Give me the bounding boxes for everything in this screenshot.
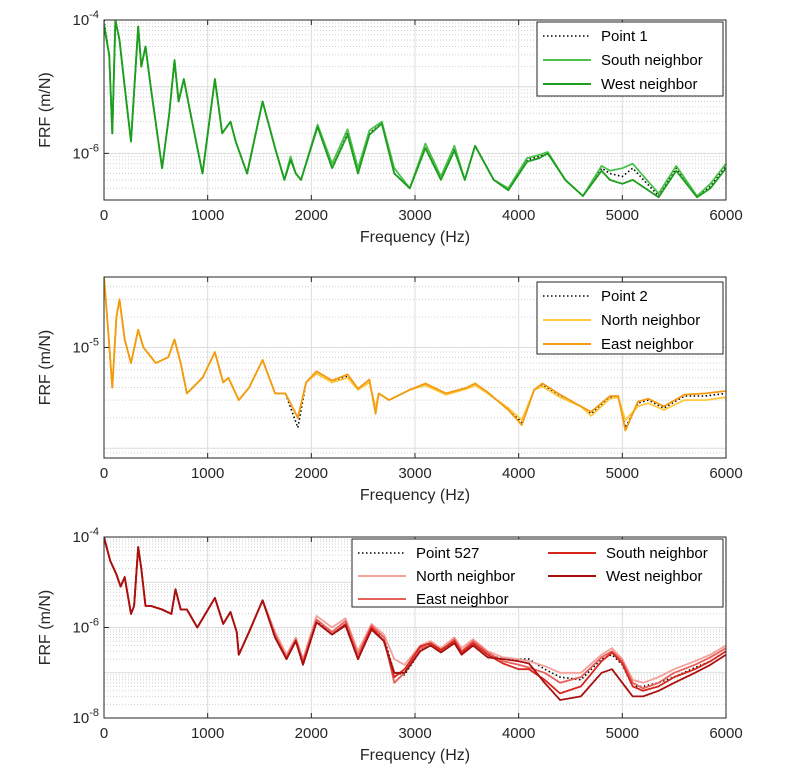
x-tick-label: 0	[100, 465, 108, 482]
y-axis: 10-5	[73, 336, 109, 356]
y-tick-label: 10-8	[73, 707, 99, 727]
legend-box	[536, 281, 724, 355]
x-axis-label: Frequency (Hz)	[360, 747, 470, 764]
series-group	[104, 277, 726, 432]
x-tick-label: 3000	[398, 465, 431, 482]
x-tick-label: 4000	[502, 465, 535, 482]
series-line-3	[104, 277, 726, 432]
x-tick-label: 3000	[398, 207, 431, 224]
y-tick-label: 10-6	[73, 142, 99, 162]
x-axis-label: Frequency (Hz)	[360, 229, 470, 246]
x-tick-label: 5000	[606, 207, 639, 224]
legend-label: East neighbor	[601, 336, 694, 353]
legend-label: West neighbor	[601, 76, 697, 93]
x-tick-label: 4000	[502, 725, 535, 742]
legend-label: North neighbor	[601, 312, 700, 329]
x-tick-label: 1000	[191, 725, 224, 742]
legend-label: Point 1	[601, 28, 648, 45]
y-tick-label: 10-6	[73, 617, 99, 637]
y-axis-label: FRF (m/N)	[37, 330, 54, 406]
series-group	[104, 20, 726, 199]
chart-panel-1: 0 1000 2000 3000 4000 5000 6000 10-4 10-6 Frequen…	[37, 9, 743, 246]
legend: Point 2 North neighbor East neighbor	[536, 281, 724, 355]
legend-label: North neighbor	[416, 568, 515, 585]
legend: Point 1 South neighbor West neighbor	[536, 21, 724, 97]
x-tick-label: 2000	[295, 207, 328, 224]
x-tick-label: 6000	[709, 465, 742, 482]
x-tick-label: 5000	[606, 465, 639, 482]
legend-label: Point 2	[601, 288, 648, 305]
y-tick-label: 10-4	[73, 526, 99, 546]
chart-panel-2: 0 1000 2000 3000 4000 5000 6000 10-5 Frequency (…	[37, 276, 743, 504]
x-tick-label: 6000	[709, 207, 742, 224]
legend-box	[351, 538, 724, 608]
series-line-3	[104, 20, 726, 199]
x-tick-label: 6000	[709, 725, 742, 742]
x-axis: 0 1000 2000 3000 4000 5000 6000	[100, 537, 743, 742]
legend-label: East neighbor	[416, 591, 509, 608]
chart-panel-3: 0 1000 2000 3000 4000 5000 6000 10-4 10-6 10-8 Fre…	[37, 526, 743, 764]
x-tick-label: 1000	[191, 207, 224, 224]
y-axis-label: FRF (m/N)	[37, 72, 54, 148]
x-axis: 0 1000 2000 3000 4000 5000 6000	[100, 277, 743, 482]
y-axis: 10-4 10-6	[73, 9, 109, 162]
x-tick-label: 1000	[191, 465, 224, 482]
x-tick-label: 0	[100, 207, 108, 224]
y-axis: 10-4 10-6 10-8	[73, 526, 109, 727]
x-tick-label: 3000	[398, 725, 431, 742]
x-tick-label: 2000	[295, 725, 328, 742]
x-tick-label: 4000	[502, 207, 535, 224]
x-tick-label: 0	[100, 725, 108, 742]
legend-label: South neighbor	[601, 52, 703, 69]
legend-label: Point 527	[416, 545, 479, 562]
legend: Point 527 North neighbor East neighbor Sout…	[351, 538, 724, 608]
y-tick-label: 10-4	[73, 9, 99, 29]
x-axis: 0 1000 2000 3000 4000 5000 6000	[100, 20, 743, 224]
x-tick-label: 5000	[606, 725, 639, 742]
y-axis-label: FRF (m/N)	[37, 590, 54, 666]
y-tick-label: 10-5	[73, 336, 99, 356]
x-tick-label: 2000	[295, 465, 328, 482]
legend-label: South neighbor	[606, 545, 708, 562]
x-axis-label: Frequency (Hz)	[360, 487, 470, 504]
legend-label: West neighbor	[606, 568, 702, 585]
series-line-5	[104, 537, 726, 701]
series-group	[104, 537, 726, 701]
